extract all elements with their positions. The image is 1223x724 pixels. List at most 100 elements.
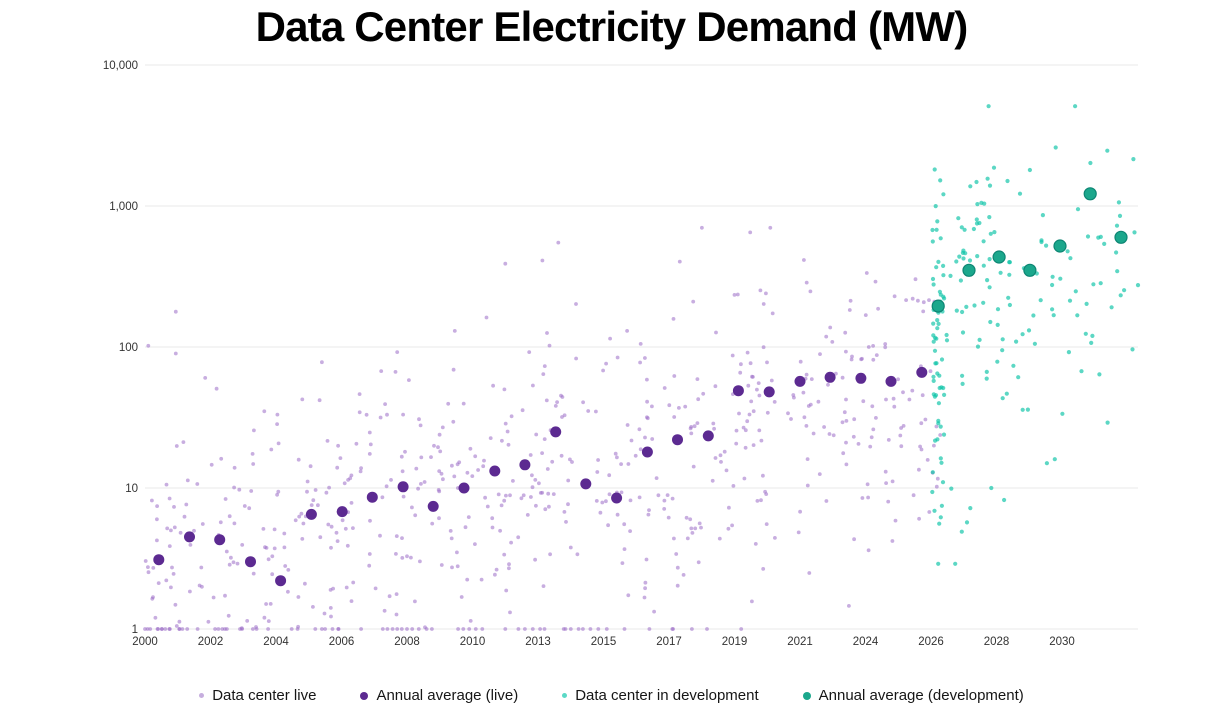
data-point — [748, 361, 753, 366]
data-point — [427, 500, 439, 512]
legend-swatch — [802, 691, 811, 700]
data-point — [299, 511, 304, 516]
data-point — [818, 352, 822, 356]
data-point — [160, 627, 164, 631]
data-point — [359, 466, 363, 470]
data-point — [961, 256, 966, 261]
data-point — [309, 503, 314, 507]
data-point — [305, 489, 309, 494]
data-point — [643, 435, 647, 440]
data-point — [335, 465, 340, 470]
data-point — [463, 525, 468, 530]
data-point — [1000, 337, 1005, 342]
data-point — [1131, 157, 1136, 162]
data-point — [568, 627, 573, 631]
data-point — [326, 522, 331, 527]
data-point — [938, 515, 943, 520]
data-point — [727, 505, 731, 510]
data-point — [540, 258, 545, 263]
data-point — [416, 486, 420, 491]
data-point — [320, 360, 324, 365]
data-point — [769, 378, 774, 383]
legend-swatch — [562, 693, 568, 698]
data-point — [1031, 313, 1036, 318]
data-point — [804, 280, 809, 285]
data-point — [527, 350, 532, 354]
data-point — [871, 427, 876, 432]
data-point — [231, 560, 236, 565]
data-point — [199, 565, 204, 570]
legend-label: Annual average (development) — [818, 687, 1024, 704]
data-point — [734, 428, 739, 433]
data-point — [214, 534, 226, 546]
data-point — [937, 385, 942, 391]
data-point — [262, 409, 267, 414]
data-point — [436, 488, 441, 492]
data-point — [358, 469, 363, 474]
data-point — [473, 627, 478, 631]
data-point — [1135, 283, 1141, 288]
data-point — [920, 393, 925, 398]
data-point — [529, 495, 533, 499]
data-point — [410, 627, 415, 631]
legend-swatch — [360, 691, 369, 700]
data-point — [931, 374, 936, 379]
data-point — [272, 527, 277, 532]
data-point — [559, 393, 563, 398]
data-point — [1098, 234, 1103, 239]
data-point — [874, 353, 879, 357]
data-point — [667, 403, 672, 408]
data-point — [483, 495, 487, 500]
data-point — [349, 473, 354, 478]
data-point — [452, 329, 457, 333]
data-point — [847, 604, 851, 608]
data-point — [741, 425, 746, 430]
data-point — [430, 521, 435, 526]
data-point — [544, 398, 549, 403]
data-point — [671, 317, 676, 321]
data-point — [432, 443, 436, 448]
data-point — [455, 550, 459, 555]
data-point — [666, 515, 671, 520]
data-point — [850, 354, 854, 359]
series-dev-avg — [931, 187, 1128, 313]
data-point — [359, 627, 363, 631]
y-tick-label: 100 — [119, 342, 138, 354]
data-point — [860, 496, 865, 500]
data-point — [948, 273, 953, 278]
data-point — [530, 485, 535, 490]
data-point — [761, 345, 766, 350]
data-point — [938, 433, 943, 437]
data-point — [971, 226, 977, 232]
legend-item-data-center-in-development: Data center in development — [562, 687, 759, 704]
data-point — [619, 490, 624, 495]
data-point — [817, 472, 822, 476]
data-point — [1130, 347, 1135, 352]
data-point — [672, 434, 683, 446]
data-point — [1085, 234, 1091, 239]
data-point — [884, 397, 888, 402]
data-point — [1038, 298, 1043, 303]
data-point — [941, 263, 946, 268]
data-point — [480, 627, 485, 631]
data-point — [826, 382, 830, 387]
data-point — [936, 259, 941, 264]
data-point — [689, 425, 694, 429]
data-point — [933, 361, 938, 366]
data-point — [1014, 339, 1019, 344]
data-point — [466, 515, 471, 519]
data-point — [468, 446, 473, 451]
data-point — [320, 627, 324, 631]
data-point — [665, 493, 670, 497]
data-point — [761, 302, 766, 306]
data-point — [323, 627, 327, 631]
x-tick-label: 2026 — [918, 636, 944, 648]
data-point — [293, 518, 298, 523]
data-point — [450, 463, 454, 468]
data-point — [1023, 263, 1037, 277]
data-point — [1027, 167, 1032, 173]
data-point — [254, 627, 259, 631]
data-point — [1000, 396, 1005, 401]
data-point — [847, 308, 852, 312]
data-point — [172, 525, 177, 530]
